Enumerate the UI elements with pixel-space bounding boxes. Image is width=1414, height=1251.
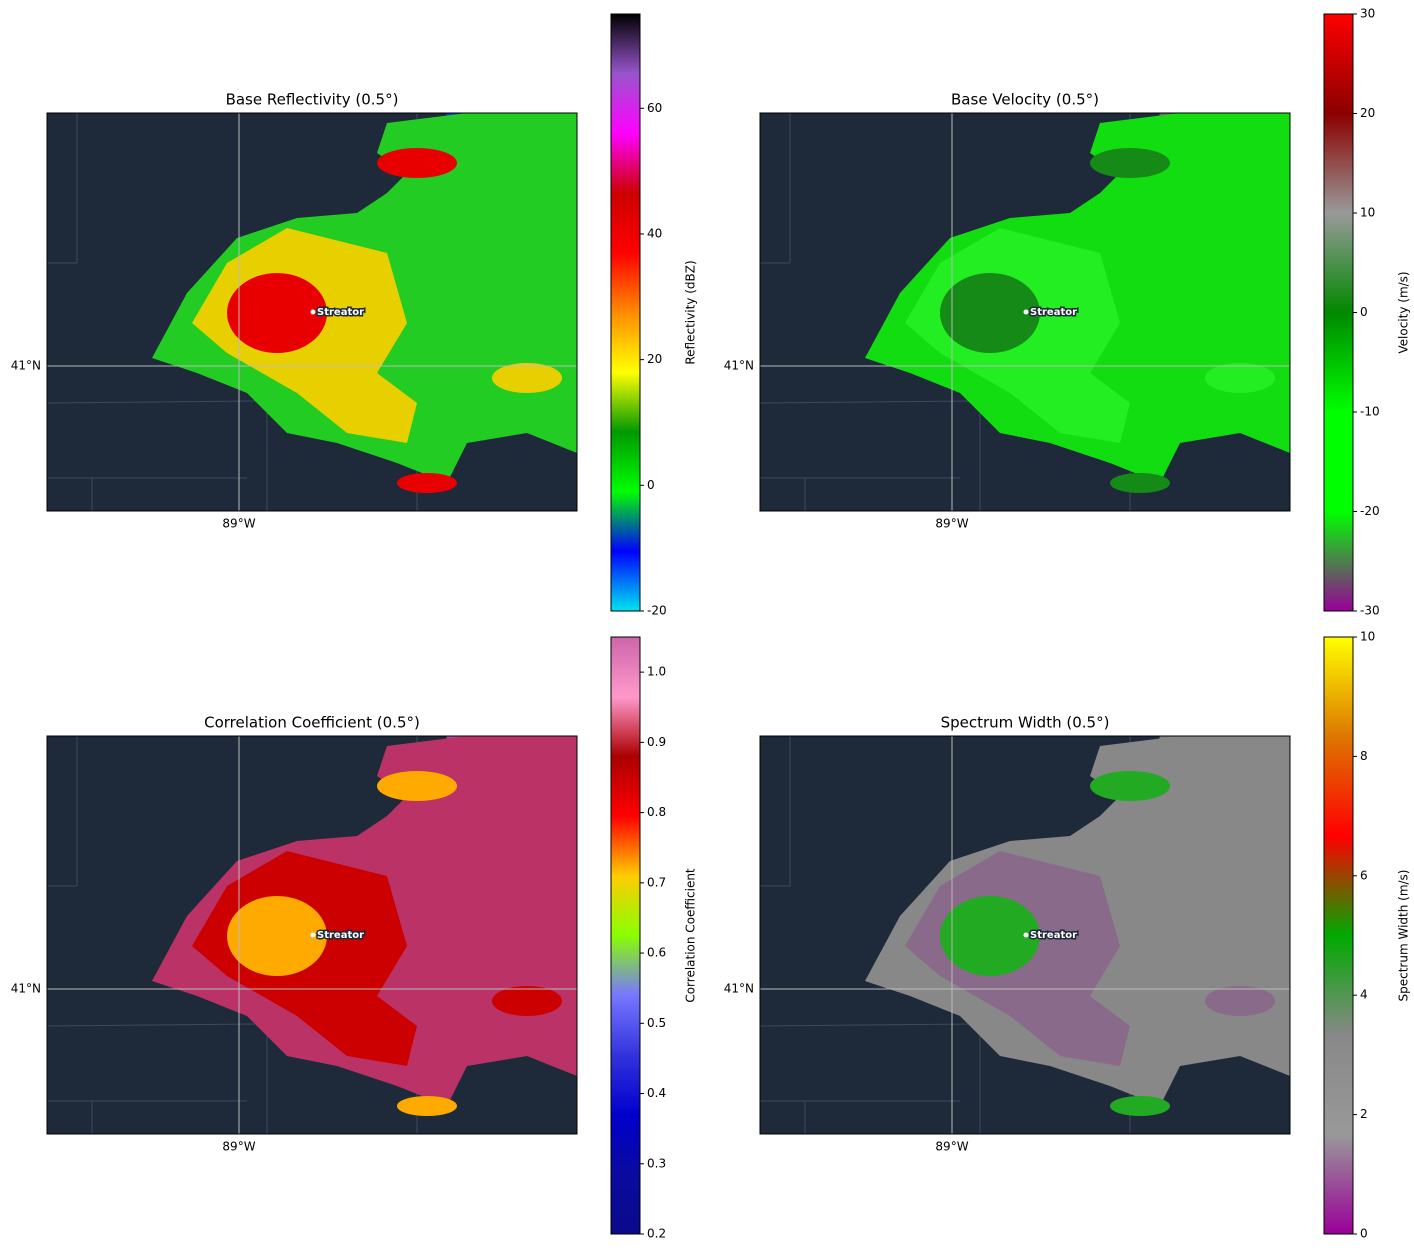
colorbar-tick-label: 0: [1360, 305, 1368, 319]
echo-core: [940, 896, 1040, 976]
panel: Correlation Coefficient (0.5°) Streator 41…: [11, 636, 698, 1241]
colorbar-tick-label: 0.8: [647, 805, 666, 819]
city-marker: [1023, 932, 1029, 938]
city-marker: [1023, 309, 1029, 315]
colorbar-tick-label: 2: [1360, 1107, 1368, 1121]
longitude-label: 89°W: [222, 1140, 255, 1154]
echo-core: [377, 771, 457, 801]
colorbar-tick-label: 0.5: [647, 1016, 666, 1030]
echo-cell: [397, 1096, 457, 1116]
colorbar: [610, 636, 641, 1235]
panel: Spectrum Width (0.5°) Streator 41°N 89°W 0 2 4…: [724, 630, 1411, 1241]
echo-cell: [1205, 363, 1275, 393]
panel-title: Base Velocity (0.5°): [951, 91, 1099, 109]
colorbar-label: Correlation Coefficient: [684, 868, 698, 1003]
map: Streator: [760, 736, 1290, 1134]
city-label: Streator: [317, 307, 364, 318]
map-frame: [46, 112, 578, 512]
city-label: Streator: [1030, 307, 1077, 318]
echo-core: [227, 273, 327, 353]
colorbar-tick-label: 30: [1360, 7, 1375, 21]
latitude-label: 41°N: [724, 359, 754, 373]
colorbar-tick-label: 0: [647, 478, 655, 492]
city-marker: [310, 932, 316, 938]
echo-cell: [1205, 986, 1275, 1016]
colorbar-tick-label: 8: [1360, 749, 1368, 763]
echo-core: [1090, 771, 1170, 801]
colorbar-tick-label: 0.2: [647, 1227, 666, 1241]
echo-core: [940, 273, 1040, 353]
colorbar-label: Velocity (m/s): [1397, 271, 1411, 353]
city-marker: [310, 309, 316, 315]
echo-cell: [1110, 1096, 1170, 1116]
colorbar-tick-label: 1.0: [647, 665, 666, 679]
longitude-label: 89°W: [222, 517, 255, 531]
colorbar-tick-label: 0.7: [647, 875, 666, 889]
colorbar-tick-label: -30: [1360, 604, 1380, 618]
colorbar-tick-label: -20: [647, 604, 667, 618]
colorbar-label: Spectrum Width (m/s): [1397, 870, 1411, 1002]
echo-cell: [1110, 473, 1170, 493]
longitude-label: 89°W: [935, 517, 968, 531]
latitude-label: 41°N: [724, 982, 754, 996]
colorbar-tick-label: -10: [1360, 405, 1380, 419]
colorbar-tick-label: 20: [647, 352, 662, 366]
longitude-label: 89°W: [935, 1140, 968, 1154]
colorbar-label: Reflectivity (dBZ): [684, 260, 698, 364]
colorbar-tick-label: 6: [1360, 868, 1368, 882]
colorbar: [1323, 13, 1354, 612]
echo-core: [1090, 148, 1170, 178]
colorbar-tick-label: 0.9: [647, 735, 666, 749]
map: Streator: [47, 113, 577, 511]
colorbar: [1323, 636, 1354, 1235]
colorbar-tick-label: 4: [1360, 988, 1368, 1002]
latitude-label: 41°N: [11, 982, 41, 996]
city-label: Streator: [1030, 930, 1077, 941]
echo-core: [227, 896, 327, 976]
echo-cell: [397, 473, 457, 493]
panel-title: Base Reflectivity (0.5°): [226, 91, 399, 109]
colorbar-tick-label: 0.6: [647, 946, 666, 960]
colorbar-tick-label: -20: [1360, 504, 1380, 518]
map: Streator: [47, 736, 577, 1134]
map-frame: [46, 735, 578, 1135]
colorbar-tick-label: 0.4: [647, 1086, 666, 1100]
map: Streator: [760, 113, 1290, 511]
colorbar-tick-label: 40: [647, 226, 662, 240]
city-label: Streator: [317, 930, 364, 941]
colorbar: [610, 13, 641, 612]
map-frame: [759, 112, 1291, 512]
colorbar-tick-label: 10: [1360, 206, 1375, 220]
panel-title: Spectrum Width (0.5°): [941, 714, 1110, 732]
echo-cell: [492, 986, 562, 1016]
colorbar-tick-label: 0.3: [647, 1156, 666, 1170]
colorbar-tick-label: 20: [1360, 106, 1375, 120]
map-frame: [759, 735, 1291, 1135]
echo-core: [377, 148, 457, 178]
colorbar-tick-label: 0: [1360, 1227, 1368, 1241]
panel: Base Velocity (0.5°) Streator 41°N 89°W -30 -…: [724, 7, 1411, 618]
latitude-label: 41°N: [11, 359, 41, 373]
colorbar-tick-label: 10: [1360, 630, 1375, 644]
echo-cell: [492, 363, 562, 393]
colorbar-tick-label: 60: [647, 101, 662, 115]
panel: Base Reflectivity (0.5°) Streator 41°N 89°W…: [11, 13, 698, 618]
panel-title: Correlation Coefficient (0.5°): [204, 714, 420, 732]
